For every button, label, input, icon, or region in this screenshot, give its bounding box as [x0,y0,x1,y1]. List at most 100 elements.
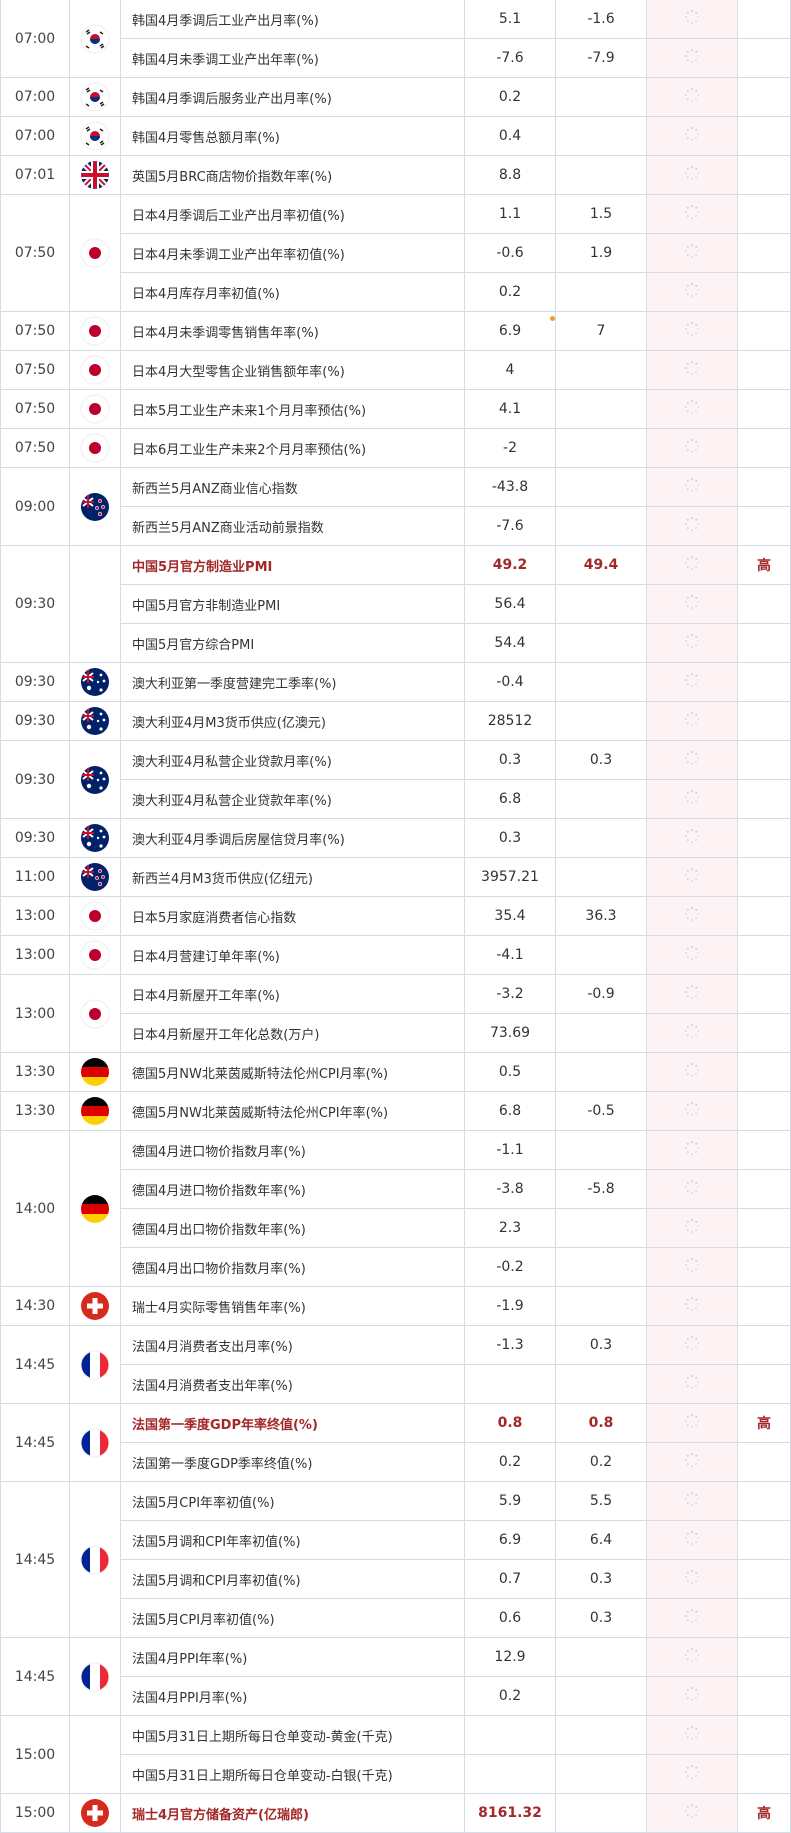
indicator-name[interactable]: 德国4月出口物价指数月率(%) [120,1247,465,1287]
table-row[interactable]: 14:45 法国5月CPI年率初值(%) 5.9 5.5 [0,1481,791,1638]
indicator-name[interactable]: 韩国4月季调后工业产出月率(%) [120,0,465,39]
indicator-name[interactable]: 法国第一季度GDP季率终值(%) [120,1442,465,1482]
indicator-name[interactable]: 德国5月NW北莱茵威斯特法伦州CPI年率(%) [120,1091,465,1131]
table-row[interactable]: 法国第一季度GDP季率终值(%) 0.2 0.2 [1,1442,791,1482]
indicator-name[interactable]: 澳大利亚4月私营企业贷款年率(%) [120,779,465,819]
indicator-name[interactable]: 日本4月营建订单年率(%) [120,935,465,975]
indicator-name[interactable]: 法国4月消费者支出月率(%) [120,1325,465,1365]
table-row[interactable]: 09:30 澳大利亚4月季调后房屋信贷月率(%) 0.3 [0,818,791,858]
indicator-name[interactable]: 日本4月未季调工业产出年率初值(%) [120,233,465,273]
forecast-text: 7 [596,323,606,339]
table-row[interactable]: 日本4月未季调工业产出年率初值(%) -0.6 1.9 [1,233,791,273]
indicator-name[interactable]: 德国5月NW北莱茵威斯特法伦州CPI月率(%) [120,1052,465,1092]
indicator-name[interactable]: 澳大利亚4月季调后房屋信贷月率(%) [120,818,465,858]
table-row[interactable]: 09:30 澳大利亚4月私营企业贷款月率(%) 0.3 0.3 [0,740,791,819]
indicator-name[interactable]: 澳大利亚4月私营企业贷款月率(%) [120,740,465,780]
table-row[interactable]: 日本4月新屋开工年化总数(万户) 73.69 [1,1013,791,1053]
table-row[interactable]: 中国5月官方非制造业PMI 56.4 [1,584,791,624]
indicator-name[interactable]: 中国5月官方综合PMI [120,623,465,663]
importance [737,350,791,390]
table-row[interactable]: 13:30 德国5月NW北莱茵威斯特法伦州CPI月率(%) 0.5 [0,1052,791,1092]
table-row[interactable]: 德国4月进口物价指数年率(%) -3.8 -5.8 [1,1169,791,1209]
indicator-name[interactable]: 韩国4月季调后服务业产出月率(%) [120,77,465,117]
table-row[interactable]: 13:00 日本4月营建订单年率(%) -4.1 [0,935,791,975]
indicator-name[interactable]: 法国5月CPI月率初值(%) [120,1598,465,1638]
indicator-name[interactable]: 日本4月库存月率初值(%) [120,272,465,312]
indicator-name[interactable]: 日本4月大型零售企业销售额年率(%) [120,350,465,390]
previous-value: 6.9 [464,1520,556,1560]
indicator-name[interactable]: 法国第一季度GDP年率终值(%) [120,1403,465,1443]
table-row[interactable]: 07:00 韩国4月季调后服务业产出月率(%) 0.2 [0,77,791,117]
table-row[interactable]: 中国5月31日上期所每日仓单变动-白银(千克) [1,1754,791,1794]
indicator-name[interactable]: 德国4月出口物价指数年率(%) [120,1208,465,1248]
table-row[interactable]: 14:45 法国4月消费者支出月率(%) -1.3 0.3 [0,1325,791,1404]
table-row[interactable]: 11:00 新西兰4月M3货币供应(亿纽元) 3957.21 [0,857,791,897]
table-row[interactable]: 15:00 瑞士4月官方储备资产(亿瑞郎) 8161.32 高 [0,1793,791,1833]
table-row[interactable]: 法国5月CPI月率初值(%) 0.6 0.3 [1,1598,791,1638]
table-row[interactable]: 德国4月出口物价指数年率(%) 2.3 [1,1208,791,1248]
table-row[interactable]: 新西兰5月ANZ商业活动前景指数 -7.6 [1,506,791,546]
table-row[interactable]: 07:50 日本4月季调后工业产出月率初值(%) 1.1 1.5 [0,194,791,312]
indicator-name[interactable]: 新西兰5月ANZ商业信心指数 [120,467,465,507]
indicator-name[interactable]: 日本6月工业生产未来2个月月率预估(%) [120,428,465,468]
table-row[interactable]: 09:30 中国5月官方制造业PMI 49.2 49.4 高 [0,545,791,663]
table-row[interactable]: 14:30 瑞士4月实际零售销售年率(%) -1.9 [0,1286,791,1326]
table-row[interactable]: 15:00 中国5月31日上期所每日仓单变动-黄金(千克) [0,1715,791,1794]
previous-value: -7.6 [464,38,556,78]
table-row[interactable]: 14:45 法国第一季度GDP年率终值(%) 0.8 0.8 高 [0,1403,791,1482]
table-row[interactable]: 07:50 日本4月大型零售企业销售额年率(%) 4 [0,350,791,390]
indicator-name[interactable]: 中国5月31日上期所每日仓单变动-黄金(千克) [120,1715,465,1755]
indicator-name[interactable]: 德国4月进口物价指数年率(%) [120,1169,465,1209]
indicator-name[interactable]: 日本4月新屋开工年化总数(万户) [120,1013,465,1053]
indicator-name[interactable]: 日本5月家庭消费者信心指数 [120,896,465,936]
indicator-name[interactable]: 瑞士4月实际零售销售年率(%) [120,1286,465,1326]
table-row[interactable]: 09:30 澳大利亚第一季度营建完工季率(%) -0.4 [0,662,791,702]
indicator-name[interactable]: 新西兰4月M3货币供应(亿纽元) [120,857,465,897]
indicator-name[interactable]: 日本4月新屋开工年率(%) [120,974,465,1014]
table-row[interactable]: 中国5月官方综合PMI 54.4 [1,623,791,663]
table-row[interactable]: 法国5月调和CPI年率初值(%) 6.9 6.4 [1,1520,791,1560]
indicator-name[interactable]: 日本4月未季调零售销售年率(%) [120,311,465,351]
indicator-name[interactable]: 法国4月消费者支出年率(%) [120,1364,465,1404]
indicator-name[interactable]: 澳大利亚4月M3货币供应(亿澳元) [120,701,465,741]
table-row[interactable]: 14:00 德国4月进口物价指数月率(%) -1.1 [0,1130,791,1287]
indicator-name[interactable]: 中国5月官方非制造业PMI [120,584,465,624]
actual-pending-cell [646,0,738,39]
table-row[interactable]: 日本4月库存月率初值(%) 0.2 [1,272,791,312]
table-row[interactable]: 法国4月PPI月率(%) 0.2 [1,1676,791,1716]
indicator-name[interactable]: 中国5月31日上期所每日仓单变动-白银(千克) [120,1754,465,1794]
table-row[interactable]: 07:50 日本6月工业生产未来2个月月率预估(%) -2 [0,428,791,468]
table-row[interactable]: 13:00 日本5月家庭消费者信心指数 35.4 36.3 [0,896,791,936]
table-row[interactable]: 07:50 日本4月未季调零售销售年率(%) 6.9 7 [0,311,791,351]
indicator-name[interactable]: 中国5月官方制造业PMI [120,545,465,585]
table-row[interactable]: 09:00 新西兰5月ANZ商业信心指数 -43.8 [0,467,791,546]
table-row[interactable]: 澳大利亚4月私营企业贷款年率(%) 6.8 [1,779,791,819]
table-row[interactable]: 法国5月调和CPI月率初值(%) 0.7 0.3 [1,1559,791,1599]
table-row[interactable]: 韩国4月未季调工业产出年率(%) -7.6 -7.9 [1,38,791,78]
indicator-name[interactable]: 法国5月调和CPI月率初值(%) [120,1559,465,1599]
japan-flag-icon [80,433,110,463]
table-row[interactable]: 13:00 日本4月新屋开工年率(%) -3.2 -0.9 [0,974,791,1053]
indicator-name[interactable]: 法国5月调和CPI年率初值(%) [120,1520,465,1560]
indicator-name[interactable]: 德国4月进口物价指数月率(%) [120,1130,465,1170]
indicator-name[interactable]: 瑞士4月官方储备资产(亿瑞郎) [120,1793,465,1833]
table-row[interactable]: 德国4月出口物价指数月率(%) -0.2 [1,1247,791,1287]
indicator-name[interactable]: 法国4月PPI月率(%) [120,1676,465,1716]
table-row[interactable]: 07:50 日本5月工业生产未来1个月月率预估(%) 4.1 [0,389,791,429]
table-row[interactable]: 14:45 法国4月PPI年率(%) 12.9 [0,1637,791,1716]
indicator-name[interactable]: 法国4月PPI年率(%) [120,1637,465,1677]
indicator-name[interactable]: 法国5月CPI年率初值(%) [120,1481,465,1521]
table-row[interactable]: 09:30 澳大利亚4月M3货币供应(亿澳元) 28512 [0,701,791,741]
table-row[interactable]: 07:00 韩国4月季调后工业产出月率(%) 5.1 -1.6 [0,0,791,78]
indicator-name[interactable]: 新西兰5月ANZ商业活动前景指数 [120,506,465,546]
table-row[interactable]: 07:01 英国5月BRC商店物价指数年率(%) 8.8 [0,155,791,195]
indicator-name[interactable]: 英国5月BRC商店物价指数年率(%) [120,155,465,195]
indicator-name[interactable]: 日本4月季调后工业产出月率初值(%) [120,194,465,234]
table-row[interactable]: 07:00 韩国4月零售总额月率(%) 0.4 [0,116,791,156]
indicator-name[interactable]: 韩国4月零售总额月率(%) [120,116,465,156]
table-row[interactable]: 法国4月消费者支出年率(%) [1,1364,791,1404]
indicator-name[interactable]: 澳大利亚第一季度营建完工季率(%) [120,662,465,702]
table-row[interactable]: 13:30 德国5月NW北莱茵威斯特法伦州CPI年率(%) 6.8 -0.5 [0,1091,791,1131]
indicator-name[interactable]: 韩国4月未季调工业产出年率(%) [120,38,465,78]
indicator-name[interactable]: 日本5月工业生产未来1个月月率预估(%) [120,389,465,429]
